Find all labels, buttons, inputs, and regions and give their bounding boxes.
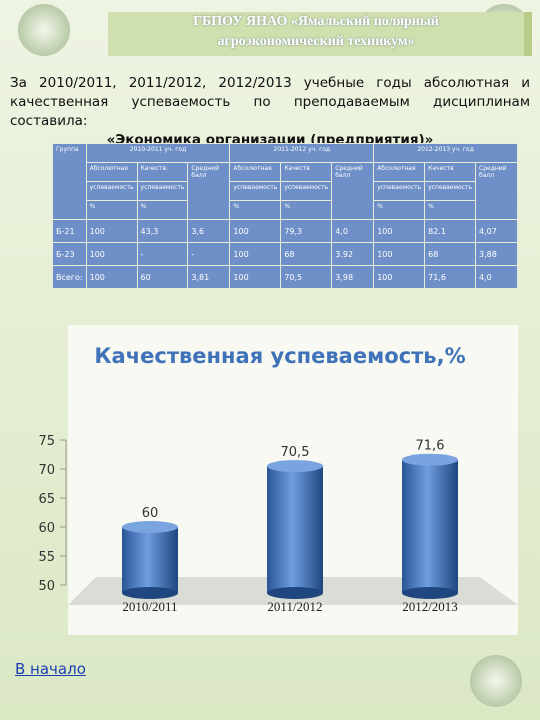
header-line: ГБПОУ ЯНАО «Ямальский полярный (193, 14, 439, 29)
cell: 71,6 (424, 265, 477, 289)
chart: Качественная успеваемость,% 50 55 60 65 70 75… (38, 325, 518, 635)
header-line: агроэкономический техникум» (217, 34, 415, 49)
subheader: Средний балл (187, 162, 231, 220)
cell: Б-21 (52, 219, 87, 243)
cell: 100 (85, 242, 138, 266)
y-tick-label: 70 (38, 463, 55, 478)
cell: 70,5 (280, 265, 333, 289)
intro-text: За 2010/2011, 2011/2012, 2012/2013 учебн… (10, 75, 530, 129)
cell: 100 (373, 242, 426, 266)
value-label: 60 (142, 506, 159, 521)
cell: 43,3 (136, 219, 189, 243)
cell: Б-23 (52, 242, 87, 266)
bar-base (122, 587, 178, 599)
cell: 79,3 (280, 219, 333, 243)
bar (402, 459, 458, 593)
link[interactable]: В начало (15, 660, 86, 678)
cell: 3.92 (331, 242, 375, 266)
bar-top (267, 460, 323, 473)
subheader: Средний балл (331, 162, 375, 220)
bar-top (402, 453, 458, 466)
table: Группа 2010-2011 уч. год 2011-2012 уч. год… (52, 143, 518, 289)
year-header: 2012-2013 уч. год (373, 143, 518, 163)
bar-top (122, 521, 178, 533)
data-row: Всего: 100 60 3,81 100 70,5 3,98 100 71,6 4,0 (52, 265, 518, 289)
subheader: Качеств. (136, 162, 189, 182)
cell: 3,6 (187, 219, 231, 243)
cell: 100 (229, 265, 282, 289)
cell: 4,07 (475, 219, 518, 243)
value-label: 71,6 (416, 439, 445, 454)
cell: 68 (280, 242, 333, 266)
cell: 100 (229, 219, 282, 243)
cell: 4,0 (331, 219, 375, 243)
bar (267, 466, 323, 593)
cell: 82.1 (424, 219, 477, 243)
subheader: успеваемость (280, 181, 333, 201)
logo (18, 4, 70, 56)
data-row: Б-21 100 43,3 3,6 100 79,3 4,0 100 82.1 4,07 (52, 219, 518, 243)
chart-title: Качественная успеваемость,% (94, 344, 465, 368)
y-tick-label: 50 (38, 579, 55, 594)
subheader: % (280, 200, 333, 220)
subheader: Качеств (424, 162, 477, 182)
bar-base (267, 587, 323, 599)
year-header: 2011-2012 уч. год (229, 143, 375, 163)
subheader: успеваемость (424, 181, 477, 201)
cell: Всего: (52, 265, 87, 289)
cell: 100 (85, 265, 138, 289)
subheader-row: %%%%%% (53, 200, 518, 220)
subheader: % (85, 200, 138, 220)
x-tick-label: 2011/2012 (267, 599, 322, 614)
cell: 60 (136, 265, 189, 289)
cell: 3,98 (331, 265, 375, 289)
cell: 100 (373, 265, 426, 289)
subheader: % (373, 200, 426, 220)
data-row: Б-23 100- -100 68 3.92 100 68 3,88 (52, 242, 518, 266)
subheader: Качеств (280, 162, 333, 182)
subheader-row: Абсолютная Качеств. Средний балл Абсолютная… (53, 162, 518, 220)
intro: За 2010/2011, 2011/2012, 2012/2013 учебн… (10, 74, 530, 150)
cell: 68 (424, 242, 477, 266)
y-tick-label: 55 (38, 550, 55, 565)
subheader: успеваемость (229, 181, 282, 201)
value-label: 70,5 (281, 445, 310, 460)
y-tick-label: 60 (38, 521, 55, 536)
cell: - (136, 242, 189, 266)
cell: 100 (373, 219, 426, 243)
subheader: успеваемость (136, 181, 189, 201)
logo (470, 655, 522, 707)
cell: 4,0 (475, 265, 518, 289)
subheader: % (229, 200, 282, 220)
x-tick-label: 2012/2013 (402, 599, 458, 614)
subheader: Средний балл (475, 162, 518, 220)
header: ГБПОУ ЯНАО «Ямальский полярный агроэконом… (108, 12, 532, 56)
subheader: успеваемость (85, 181, 138, 201)
cell: 3,81 (187, 265, 231, 289)
y-tick-label: 65 (38, 492, 55, 507)
subheader: Абсолютная (229, 162, 282, 182)
y-tick-label: 75 (38, 434, 55, 449)
group-header: Группа (52, 143, 87, 220)
header-row: Группа 2010-2011 уч. год 2011-2012 уч. год… (52, 143, 518, 220)
cell: 100 (85, 219, 138, 243)
cell: 3,88 (475, 242, 518, 266)
subheader: % (424, 200, 477, 220)
subheader: Абсолютная (85, 162, 138, 182)
subheader: Абсолютная (373, 162, 426, 182)
cell: - (187, 242, 231, 266)
x-tick-label: 2010/2011 (122, 599, 177, 614)
year-header: 2010-2011 уч. год (85, 143, 231, 163)
subheader: % (136, 200, 189, 220)
bar (122, 527, 178, 593)
cell: 100 (229, 242, 282, 266)
subheader: успеваемость (373, 181, 426, 201)
bar-base (402, 587, 458, 599)
subheader-row: успеваемость успеваемость успеваемость успе… (53, 181, 518, 201)
